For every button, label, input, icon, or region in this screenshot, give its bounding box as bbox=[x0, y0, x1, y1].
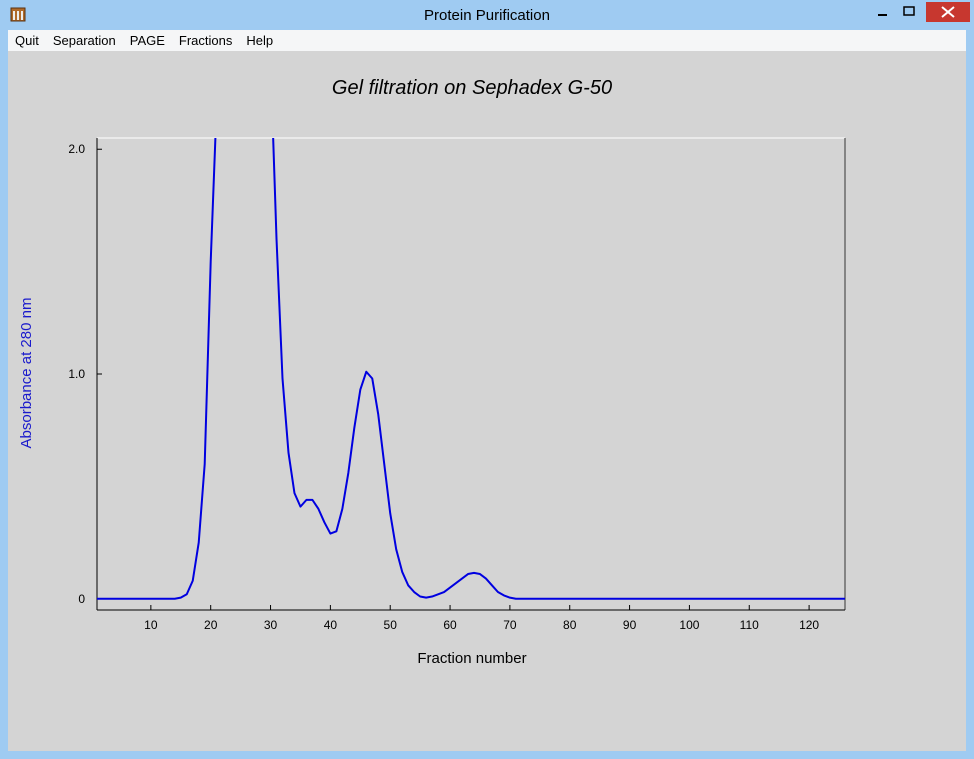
x-tick-label: 60 bbox=[443, 618, 457, 632]
x-tick-label: 70 bbox=[503, 618, 517, 632]
menu-item[interactable]: Fractions bbox=[178, 33, 233, 48]
x-tick-label: 80 bbox=[563, 618, 577, 632]
content: Gel filtration on Sephadex G-50 Fraction … bbox=[8, 51, 966, 751]
menu-item[interactable]: PAGE bbox=[129, 33, 165, 48]
x-tick-label: 110 bbox=[740, 618, 759, 632]
x-tick-label: 90 bbox=[623, 618, 637, 632]
y-tick-label: 1.0 bbox=[68, 367, 85, 381]
x-tick-label: 40 bbox=[324, 618, 338, 632]
x-tick-label: 120 bbox=[799, 618, 819, 632]
x-tick-label: 30 bbox=[264, 618, 278, 632]
chart-title: Gel filtration on Sephadex G-50 bbox=[332, 77, 612, 99]
x-tick-label: 100 bbox=[679, 618, 699, 632]
maximize[interactable] bbox=[903, 6, 915, 16]
y-tick-label: 2.0 bbox=[68, 142, 85, 156]
x-axis-label: Fraction number bbox=[417, 650, 526, 667]
menu-bar: Quit Separation PAGE Fractions Help bbox=[8, 30, 966, 51]
window-controls[interactable] bbox=[870, 2, 970, 24]
x-tick-label: 50 bbox=[384, 618, 398, 632]
x-tick-label: 10 bbox=[144, 618, 158, 632]
title-bar: Protein Purification bbox=[0, 0, 974, 30]
menu-item[interactable]: Separation bbox=[52, 33, 116, 48]
menu-item[interactable]: Help bbox=[246, 33, 274, 48]
data-line bbox=[97, 138, 845, 600]
window-title: Protein Purification bbox=[424, 7, 550, 24]
y-axis-label: Absorbance at 280 nm bbox=[18, 298, 35, 449]
chart: Gel filtration on Sephadex G-50 Fraction … bbox=[18, 77, 846, 667]
y-tick-label: 0 bbox=[78, 592, 85, 606]
minimize[interactable] bbox=[878, 14, 887, 16]
x-tick-label: 20 bbox=[204, 618, 218, 632]
menu-item[interactable]: Quit bbox=[15, 33, 39, 48]
app-icon bbox=[10, 7, 26, 22]
